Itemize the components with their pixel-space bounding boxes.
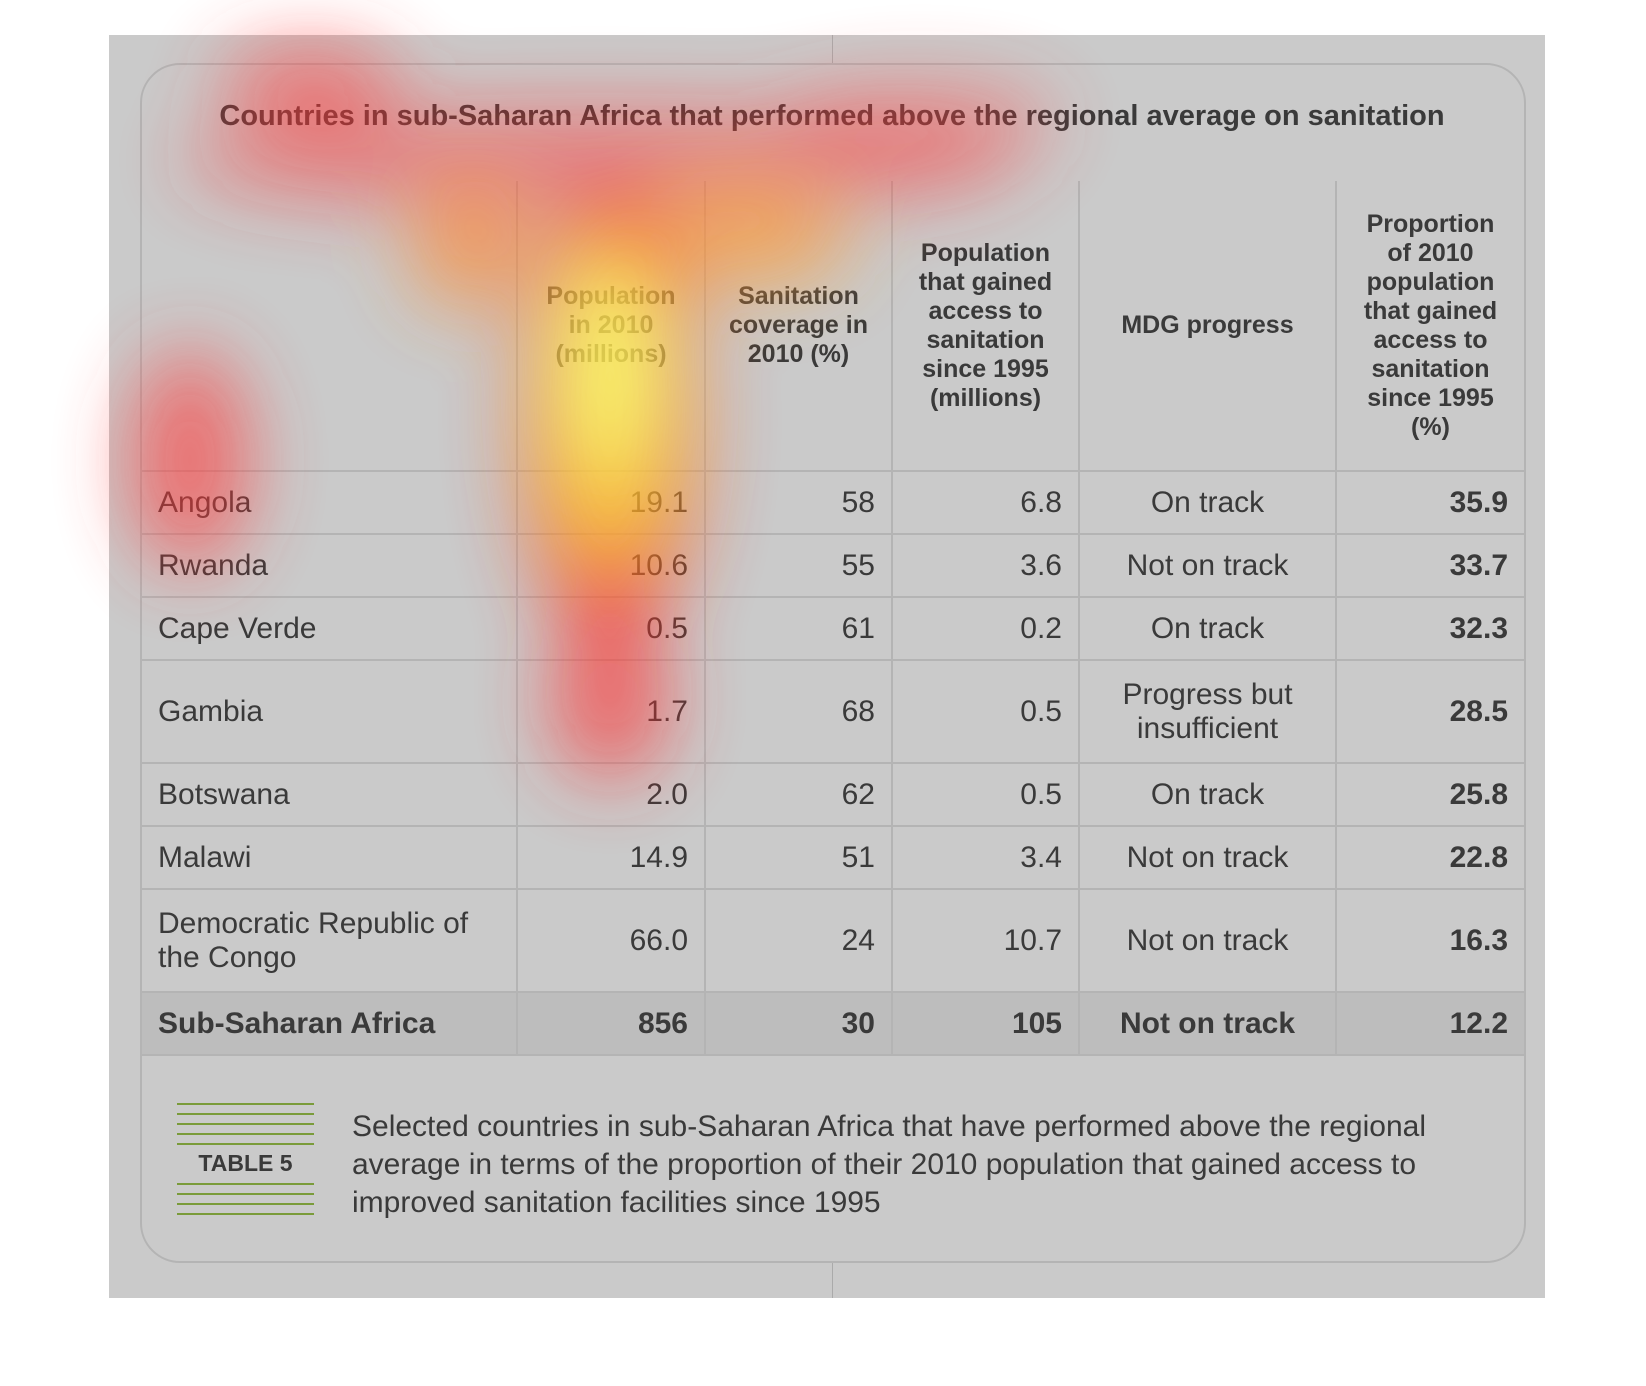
table-row: Democratic Republic of the Congo 66.0 24 10… bbox=[140, 888, 1526, 993]
table-cell: Not on track bbox=[1078, 991, 1337, 1056]
table-cell: On track bbox=[1078, 470, 1337, 535]
table-cell: 66.0 bbox=[516, 888, 706, 993]
table-cell: 10.6 bbox=[516, 533, 706, 598]
table-cell: 58 bbox=[704, 470, 893, 535]
table-cell: 10.7 bbox=[891, 888, 1080, 993]
table-cell: Not on track bbox=[1078, 888, 1337, 993]
table-cell: 0.5 bbox=[516, 596, 706, 661]
table-row: Angola 19.1 58 6.8 On track 35.9 bbox=[140, 470, 1526, 535]
data-table: Population in 2010 (millions) Sanitation … bbox=[140, 181, 1526, 1056]
column-header: Population in 2010 (millions) bbox=[516, 181, 706, 472]
table-cell: Sub-Saharan Africa bbox=[140, 991, 518, 1056]
table-cell: 25.8 bbox=[1335, 762, 1526, 827]
column-header: Population that gained access to sanitat… bbox=[891, 181, 1080, 472]
fold-line bbox=[832, 35, 833, 63]
header-row: Population in 2010 (millions) Sanitation … bbox=[140, 181, 1526, 472]
column-header: MDG progress bbox=[1078, 181, 1337, 472]
table-cell: 24 bbox=[704, 888, 893, 993]
table-row: Malawi 14.9 51 3.4 Not on track 22.8 bbox=[140, 825, 1526, 890]
table-row: Sub-Saharan Africa 856 30 105 Not on track 12… bbox=[140, 991, 1526, 1056]
column-header: Sanitation coverage in 2010 (%) bbox=[704, 181, 893, 472]
fold-line bbox=[832, 1261, 833, 1298]
table-label: TABLE 5 bbox=[177, 1150, 314, 1177]
table-row: Rwanda 10.6 55 3.6 Not on track 33.7 bbox=[140, 533, 1526, 598]
table-cell: 55 bbox=[704, 533, 893, 598]
table-cell: Progress but insufficient bbox=[1078, 659, 1337, 764]
header-cell bbox=[140, 181, 518, 472]
table-cell: Malawi bbox=[140, 825, 518, 890]
table-title: Countries in sub-Saharan Africa that per… bbox=[219, 100, 1445, 132]
table-cell: 33.7 bbox=[1335, 533, 1526, 598]
table-cell: 22.8 bbox=[1335, 825, 1526, 890]
table-cell: 14.9 bbox=[516, 825, 706, 890]
table-cell: Angola bbox=[140, 470, 518, 535]
table-cell: Democratic Republic of the Congo bbox=[140, 888, 518, 993]
table-cell: 0.5 bbox=[891, 659, 1080, 764]
table-cell: 1.7 bbox=[516, 659, 706, 764]
table-cell: Rwanda bbox=[140, 533, 518, 598]
table-cell: Not on track bbox=[1078, 533, 1337, 598]
table-cell: 68 bbox=[704, 659, 893, 764]
table-cell: 51 bbox=[704, 825, 893, 890]
table-cell: 12.2 bbox=[1335, 991, 1526, 1056]
table-cell: 61 bbox=[704, 596, 893, 661]
table-row: Gambia 1.7 68 0.5 Progress but insufficient 2… bbox=[140, 659, 1526, 764]
table-cell: 16.3 bbox=[1335, 888, 1526, 993]
table-cell: 19.1 bbox=[516, 470, 706, 535]
table-cell: On track bbox=[1078, 762, 1337, 827]
caption: Selected countries in sub-Saharan Africa… bbox=[352, 1110, 1426, 1219]
table-cell: On track bbox=[1078, 596, 1337, 661]
table-cell: Not on track bbox=[1078, 825, 1337, 890]
table-cell: 2.0 bbox=[516, 762, 706, 827]
table-cell: 30 bbox=[704, 991, 893, 1056]
table-cell: 28.5 bbox=[1335, 659, 1526, 764]
table-cell: 3.4 bbox=[891, 825, 1080, 890]
table-cell: Gambia bbox=[140, 659, 518, 764]
table-cell: 35.9 bbox=[1335, 470, 1526, 535]
table-cell: 105 bbox=[891, 991, 1080, 1056]
table-row: Botswana 2.0 62 0.5 On track 25.8 bbox=[140, 762, 1526, 827]
table-cell: 6.8 bbox=[891, 470, 1080, 535]
table-cell: Botswana bbox=[140, 762, 518, 827]
table-row: Cape Verde 0.5 61 0.2 On track 32.3 bbox=[140, 596, 1526, 661]
column-header: Proportion of 2010 population that gaine… bbox=[1335, 181, 1526, 472]
table-cell: 0.2 bbox=[891, 596, 1080, 661]
table-cell: 0.5 bbox=[891, 762, 1080, 827]
table-cell: 3.6 bbox=[891, 533, 1080, 598]
table-cell: 62 bbox=[704, 762, 893, 827]
table-cell: Cape Verde bbox=[140, 596, 518, 661]
table-cell: 856 bbox=[516, 991, 706, 1056]
table-cell: 32.3 bbox=[1335, 596, 1526, 661]
